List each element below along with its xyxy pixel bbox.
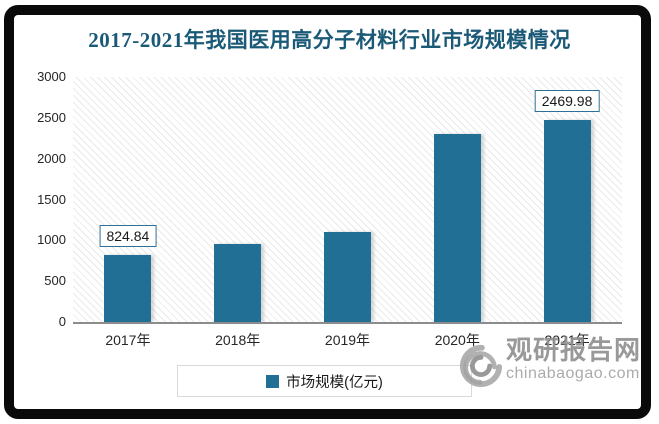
y-tick-label: 0	[58, 314, 66, 329]
x-axis: 2017年 2018年 2019年 2020年 2021年	[73, 330, 622, 350]
data-label: 2469.98	[534, 90, 600, 113]
plot-area: 824.84 2469.98	[73, 77, 622, 324]
y-tick-label: 3000	[37, 69, 66, 84]
bar-2019年[interactable]	[323, 232, 371, 322]
y-tick-label: 1500	[37, 191, 66, 207]
swirl-logo-icon	[458, 343, 504, 394]
bar-2021年[interactable]	[543, 120, 591, 322]
y-axis: 0 500 1000 1500 2000 2500 3000	[0, 69, 66, 329]
watermark-brand: 观研报告网	[505, 335, 641, 365]
bar-2018年[interactable]	[214, 243, 262, 322]
watermark-domain: chinabaogao.com	[505, 365, 640, 382]
watermark: 观研报告网 chinabaogao.com	[458, 337, 641, 394]
bar-slot: 2469.98	[512, 77, 622, 322]
x-tick-label: 2017年	[105, 332, 151, 348]
bar-slot	[293, 77, 403, 322]
bar-2020年[interactable]	[433, 134, 481, 322]
watermark-text: 观研报告网 chinabaogao.com	[506, 337, 641, 382]
x-tick-label: 2020年	[434, 332, 480, 348]
bar-slot	[402, 77, 512, 322]
legend-label: 市场规模(亿元)	[286, 374, 383, 391]
bar-2017年[interactable]	[104, 254, 152, 322]
data-label: 824.84	[99, 224, 157, 247]
bars: 824.84 2469.98	[73, 77, 622, 322]
bar-slot	[183, 77, 293, 322]
y-tick-label: 2500	[37, 109, 66, 125]
x-tick-label: 2019年	[324, 332, 371, 348]
bar-slot: 824.84	[73, 77, 183, 322]
y-tick-label: 2000	[37, 150, 66, 166]
chart-title: 2017-2021年我国医用高分子材料行业市场规模情况	[88, 28, 571, 52]
legend-marker-icon	[266, 374, 280, 388]
x-tick-label: 2021年	[544, 332, 590, 348]
x-tick-label: 2018年	[215, 332, 261, 348]
y-tick-label: 500	[44, 273, 66, 289]
y-tick-label: 1000	[37, 232, 66, 248]
legend: 市场规模(亿元)	[177, 365, 472, 397]
